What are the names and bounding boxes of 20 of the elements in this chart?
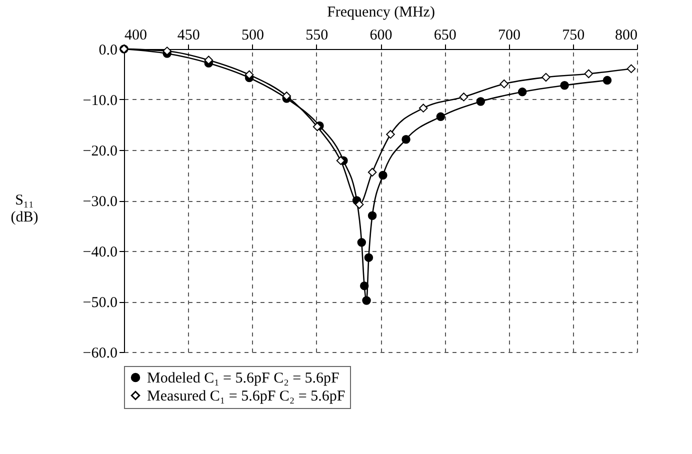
x-tick-label: 500 xyxy=(242,28,264,44)
x-tick-label: 700 xyxy=(498,28,520,44)
x-axis-title: Frequency (MHz) xyxy=(327,4,435,20)
y-tick-label: −10.0 xyxy=(82,93,118,109)
x-tick-label: 550 xyxy=(306,28,328,44)
y-tick-label: 0.0 xyxy=(98,42,118,58)
y-tick-label: −60.0 xyxy=(82,346,118,362)
x-tick-label: 400 xyxy=(124,28,147,44)
y-tick-label: −50.0 xyxy=(82,295,118,311)
y-tick-label: −40.0 xyxy=(82,244,118,260)
x-tick-label: 600 xyxy=(370,28,392,44)
x-tick-label: 450 xyxy=(177,28,200,44)
y-tick-label: −30.0 xyxy=(82,194,118,210)
y-tick-label: −20.0 xyxy=(82,144,118,160)
y-axis-title: S₁₁ (dB) xyxy=(10,192,38,226)
x-tick-label: 650 xyxy=(434,28,456,44)
legend-label: Modeled C₁ = 5.6pF C₂ = 5.6pF xyxy=(147,370,340,386)
x-tick-label: 800 xyxy=(615,28,638,44)
x-tick-label: 750 xyxy=(562,28,585,44)
legend-label: Measured C₁ = 5.6pF C₂ = 5.6pF xyxy=(147,388,346,404)
